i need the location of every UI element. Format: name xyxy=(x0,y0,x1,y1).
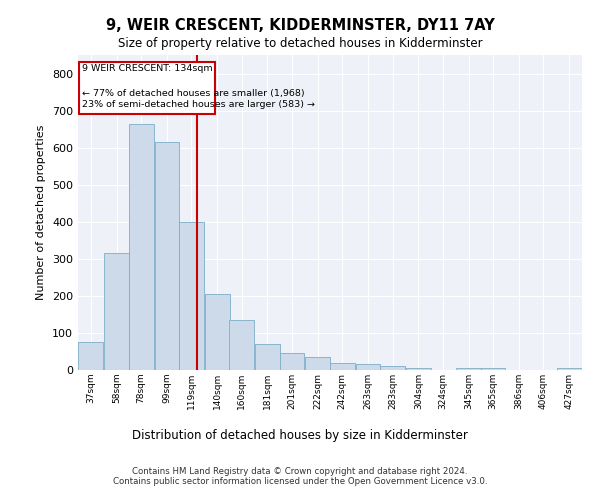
FancyBboxPatch shape xyxy=(79,62,215,114)
Text: 9, WEIR CRESCENT, KIDDERMINSTER, DY11 7AY: 9, WEIR CRESCENT, KIDDERMINSTER, DY11 7A… xyxy=(106,18,494,32)
Bar xyxy=(104,254,129,370)
Text: Contains HM Land Registry data © Crown copyright and database right 2024.: Contains HM Land Registry data © Crown c… xyxy=(132,467,468,476)
Bar xyxy=(481,368,505,370)
Text: ← 77% of detached houses are smaller (1,968): ← 77% of detached houses are smaller (1,… xyxy=(82,89,304,98)
Bar xyxy=(356,364,380,370)
Bar xyxy=(179,222,204,370)
Bar xyxy=(255,344,280,370)
Bar xyxy=(456,368,481,370)
Text: 23% of semi-detached houses are larger (583) →: 23% of semi-detached houses are larger (… xyxy=(82,100,314,109)
Bar xyxy=(330,362,355,370)
Bar xyxy=(229,320,254,370)
Text: 9 WEIR CRESCENT: 134sqm: 9 WEIR CRESCENT: 134sqm xyxy=(82,64,212,72)
Bar xyxy=(557,368,581,370)
Y-axis label: Number of detached properties: Number of detached properties xyxy=(37,125,46,300)
Bar xyxy=(129,124,154,370)
Bar xyxy=(79,342,103,370)
Text: Distribution of detached houses by size in Kidderminster: Distribution of detached houses by size … xyxy=(132,430,468,442)
Bar xyxy=(155,142,179,370)
Bar xyxy=(380,366,405,370)
Bar xyxy=(305,357,330,370)
Bar xyxy=(280,354,304,370)
Text: Size of property relative to detached houses in Kidderminster: Size of property relative to detached ho… xyxy=(118,38,482,51)
Bar xyxy=(406,368,431,370)
Text: Contains public sector information licensed under the Open Government Licence v3: Contains public sector information licen… xyxy=(113,477,487,486)
Bar xyxy=(205,294,230,370)
